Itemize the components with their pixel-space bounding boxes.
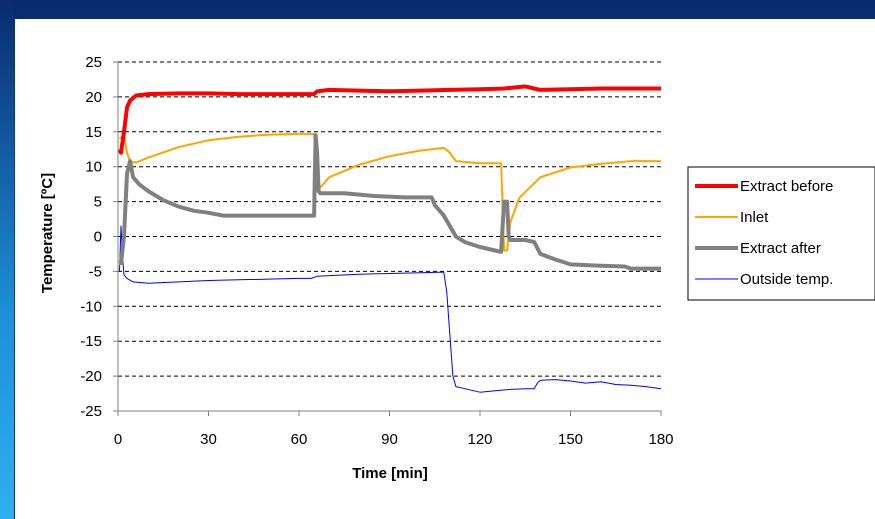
series-line-extract-before: [117, 84, 661, 155]
y-tick-label: -10: [80, 298, 102, 315]
x-tick-label: 120: [467, 431, 492, 448]
y-tick-labels: 25 20 15 10 5 0 -5 -10 -15 -20 -25: [80, 54, 102, 420]
legend-label: Outside temp.: [740, 271, 833, 288]
x-tick-label: 180: [648, 431, 673, 448]
y-tick-label: 5: [94, 194, 102, 211]
axes: [113, 61, 662, 416]
x-tick-label: 150: [558, 431, 583, 448]
x-tick-label: 60: [291, 431, 308, 448]
y-tick-label: 20: [85, 89, 102, 106]
y-tick-label: -15: [80, 333, 102, 350]
x-tick-label: 30: [200, 431, 217, 448]
series-line-inlet: [118, 132, 661, 252]
y-tick-label: -25: [80, 403, 102, 420]
y-tick-label: -20: [80, 368, 102, 385]
y-tick-label: 10: [85, 159, 102, 176]
y-tick-label: 15: [85, 124, 102, 141]
x-tick-labels: 0 30 60 90 120 150 180: [114, 431, 674, 448]
legend-label: Extract before: [740, 178, 833, 195]
legend: Extract before Inlet Extract after Outside …: [687, 166, 875, 301]
x-axis-title: Time [min]: [352, 465, 428, 482]
series-line-outside-temp: [119, 225, 662, 393]
x-tick-label: 90: [381, 431, 398, 448]
y-tick-label: -5: [89, 263, 102, 280]
legend-label: Inlet: [740, 209, 769, 226]
slide-accent-bar: [0, 0, 14, 519]
series-group: [117, 84, 662, 393]
x-tick-label: 0: [114, 431, 122, 448]
grid-lines: [118, 61, 661, 377]
y-axis-title: Temperature [ºC]: [39, 173, 56, 293]
y-tick-label: 0: [94, 229, 102, 246]
series-line-extract-after: [119, 133, 661, 271]
legend-label: Extract after: [740, 240, 821, 257]
y-tick-label: 25: [85, 54, 102, 71]
legend-box: [687, 166, 875, 301]
